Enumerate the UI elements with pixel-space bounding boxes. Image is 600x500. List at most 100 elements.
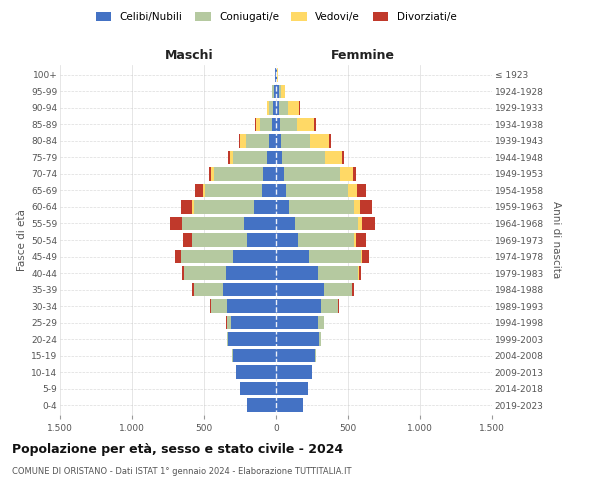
Bar [276, 250, 309, 263]
Bar [170, 217, 182, 230]
Bar [227, 316, 232, 329]
Bar [276, 349, 315, 362]
Bar [205, 184, 262, 197]
Bar [183, 234, 192, 246]
Bar [273, 102, 276, 114]
Text: Maschi: Maschi [165, 48, 214, 62]
Bar [287, 102, 299, 114]
Bar [298, 234, 354, 246]
Bar [359, 200, 373, 213]
Bar [352, 283, 355, 296]
Bar [323, 283, 352, 296]
Bar [229, 151, 230, 164]
Bar [281, 134, 310, 147]
Bar [263, 168, 276, 180]
Bar [318, 316, 323, 329]
Bar [193, 234, 247, 246]
Bar [276, 134, 281, 147]
Bar [223, 283, 276, 296]
Bar [310, 134, 329, 147]
Bar [318, 266, 358, 280]
Bar [262, 184, 276, 197]
Bar [297, 118, 314, 131]
Bar [348, 184, 356, 197]
Y-axis label: Fasce di età: Fasce di età [17, 209, 27, 271]
Bar [276, 151, 282, 164]
Bar [210, 300, 211, 312]
Bar [279, 85, 281, 98]
Bar [240, 134, 246, 147]
Bar [276, 102, 279, 114]
Bar [233, 151, 268, 164]
Bar [340, 168, 353, 180]
Bar [193, 200, 194, 213]
Bar [272, 85, 274, 98]
Bar [276, 168, 284, 180]
Bar [323, 316, 324, 329]
Bar [260, 118, 272, 131]
Bar [284, 168, 340, 180]
Bar [354, 200, 359, 213]
Bar [226, 266, 276, 280]
Bar [309, 250, 361, 263]
Bar [232, 349, 233, 362]
Bar [276, 68, 277, 82]
Bar [279, 102, 287, 114]
Bar [203, 184, 205, 197]
Bar [194, 184, 203, 197]
Bar [359, 266, 361, 280]
Bar [314, 118, 316, 131]
Bar [244, 217, 276, 230]
Bar [320, 300, 338, 312]
Bar [274, 85, 276, 98]
Bar [315, 349, 316, 362]
Bar [181, 250, 233, 263]
Bar [246, 134, 269, 147]
Bar [276, 118, 280, 131]
Bar [254, 200, 276, 213]
Bar [356, 184, 366, 197]
Bar [192, 234, 193, 246]
Bar [276, 316, 318, 329]
Bar [182, 266, 184, 280]
Bar [277, 68, 278, 82]
Bar [236, 366, 276, 378]
Bar [247, 398, 276, 411]
Bar [240, 382, 276, 395]
Bar [276, 200, 289, 213]
Bar [209, 168, 211, 180]
Bar [247, 234, 276, 246]
Bar [276, 366, 312, 378]
Bar [272, 118, 276, 131]
Bar [175, 250, 181, 263]
Bar [276, 332, 319, 345]
Bar [233, 250, 276, 263]
Bar [269, 134, 276, 147]
Bar [280, 118, 297, 131]
Bar [182, 217, 244, 230]
Bar [226, 316, 227, 329]
Bar [276, 283, 323, 296]
Bar [194, 283, 223, 296]
Bar [356, 234, 366, 246]
Text: COMUNE DI ORISTANO - Dati ISTAT 1° gennaio 2024 - Elaborazione TUTTITALIA.IT: COMUNE DI ORISTANO - Dati ISTAT 1° genna… [12, 468, 352, 476]
Bar [362, 250, 369, 263]
Bar [233, 349, 276, 362]
Bar [227, 332, 229, 345]
Text: Femmine: Femmine [331, 48, 394, 62]
Bar [281, 85, 286, 98]
Bar [276, 300, 320, 312]
Bar [230, 151, 233, 164]
Bar [211, 300, 227, 312]
Bar [192, 283, 194, 296]
Bar [184, 266, 226, 280]
Bar [358, 217, 362, 230]
Bar [295, 217, 358, 230]
Bar [354, 234, 356, 246]
Bar [214, 168, 263, 180]
Bar [276, 85, 279, 98]
Bar [276, 266, 318, 280]
Bar [325, 151, 342, 164]
Bar [266, 102, 269, 114]
Bar [181, 200, 193, 213]
